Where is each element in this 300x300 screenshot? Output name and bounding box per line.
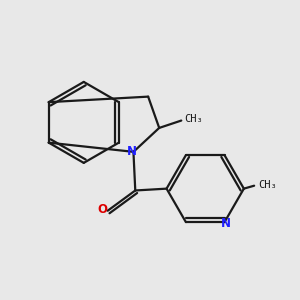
Text: N: N xyxy=(127,145,136,158)
Text: CH₃: CH₃ xyxy=(184,114,203,124)
Text: O: O xyxy=(97,203,107,217)
Text: CH₃: CH₃ xyxy=(258,180,277,190)
Text: N: N xyxy=(221,218,231,230)
